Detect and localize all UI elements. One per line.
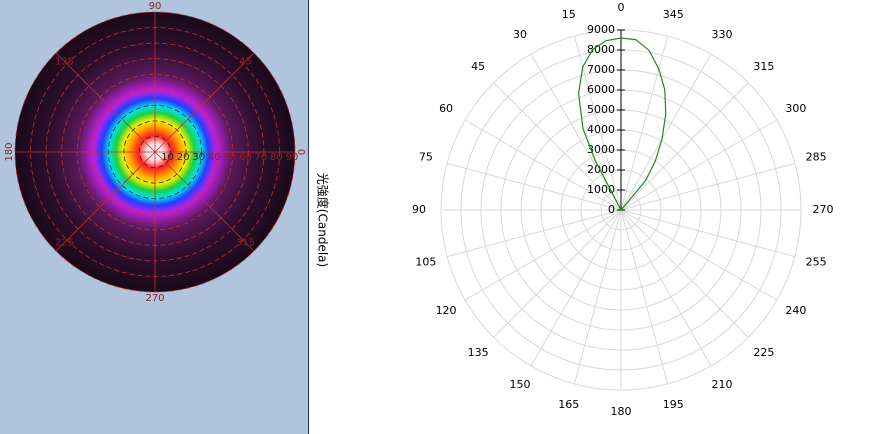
grid-spoke	[620, 209, 795, 258]
grid-spoke	[573, 36, 622, 211]
grid-spoke	[154, 52, 255, 153]
grid-spoke	[464, 209, 622, 301]
intensity-curve	[577, 37, 667, 211]
angle-label: 240	[785, 304, 806, 317]
angle-label: 315	[753, 60, 774, 73]
angle-label: 180	[611, 405, 632, 418]
radial-tick-label: 40	[208, 152, 221, 163]
angle-label: 255	[806, 255, 827, 268]
angle-label: 225	[753, 346, 774, 359]
radial-tick-label: 90	[286, 152, 299, 163]
angle-label: 0	[295, 149, 306, 155]
angle-label: 330	[712, 28, 733, 41]
angle-label: 225	[55, 238, 74, 249]
grid-spoke	[620, 209, 749, 338]
angle-label: 30	[513, 28, 527, 41]
radial-tick-label: 5000	[587, 103, 615, 116]
angle-label: 195	[663, 398, 684, 411]
angle-label: 15	[562, 8, 576, 21]
grid-spoke	[493, 82, 622, 211]
angle-label: 300	[785, 102, 806, 115]
radial-tick-label: 0	[608, 203, 615, 216]
grid-spoke	[447, 162, 622, 211]
angle-label: 0	[618, 1, 625, 14]
angle-label: 270	[145, 293, 164, 304]
grid-spoke	[620, 82, 749, 211]
radial-tick-label: 2000	[587, 163, 615, 176]
grid-spoke	[530, 209, 622, 367]
radial-tick-label: 80	[270, 152, 283, 163]
angle-label: 165	[558, 398, 579, 411]
radial-tick-label: 60	[239, 152, 252, 163]
angle-label: 285	[806, 151, 827, 164]
angle-label: 75	[419, 151, 433, 164]
grid-spoke	[620, 209, 778, 301]
grid-spoke	[620, 36, 669, 211]
angle-label: 120	[436, 304, 457, 317]
grid-spoke	[530, 53, 622, 211]
angle-label: 345	[663, 8, 684, 21]
grid-spoke	[154, 151, 255, 252]
angle-label: 90	[412, 203, 426, 216]
angle-label: 60	[439, 102, 453, 115]
radial-tick-label: 30	[192, 152, 205, 163]
angle-label: 90	[149, 1, 162, 12]
angle-label: 45	[471, 60, 485, 73]
grid-spoke	[620, 209, 712, 367]
angle-label: 150	[510, 378, 531, 391]
radial-tick-label: 9000	[587, 23, 615, 36]
angle-label: 315	[236, 238, 255, 249]
angle-label: 270	[813, 203, 834, 216]
radial-tick-label: 10	[161, 152, 174, 163]
grid-spoke	[55, 151, 156, 252]
angle-label: 135	[468, 346, 489, 359]
radial-tick-label: 4000	[587, 123, 615, 136]
grid-spoke	[620, 119, 778, 211]
angle-label: 135	[55, 56, 74, 67]
grid-spoke	[447, 209, 622, 258]
radial-tick-label: 8000	[587, 43, 615, 56]
radial-tick-label: 50	[223, 152, 236, 163]
grid-spoke	[620, 209, 669, 384]
angle-label: 180	[4, 142, 15, 161]
grid-spoke	[620, 53, 712, 211]
radial-tick-label: 20	[177, 152, 190, 163]
radial-tick-label: 70	[255, 152, 268, 163]
grid-spoke	[55, 52, 156, 153]
grid-spoke	[464, 119, 622, 211]
angle-label: 105	[415, 255, 436, 268]
radial-tick-label: 3000	[587, 143, 615, 156]
angle-label: 45	[239, 56, 252, 67]
radial-tick-label: 6000	[587, 83, 615, 96]
grid-spoke	[493, 209, 622, 338]
radial-tick-label: 7000	[587, 63, 615, 76]
grid-spoke	[573, 209, 622, 384]
angle-label: 210	[712, 378, 733, 391]
grid-spoke	[620, 162, 795, 211]
y-axis-label: 光強度(Candela)	[316, 173, 331, 267]
